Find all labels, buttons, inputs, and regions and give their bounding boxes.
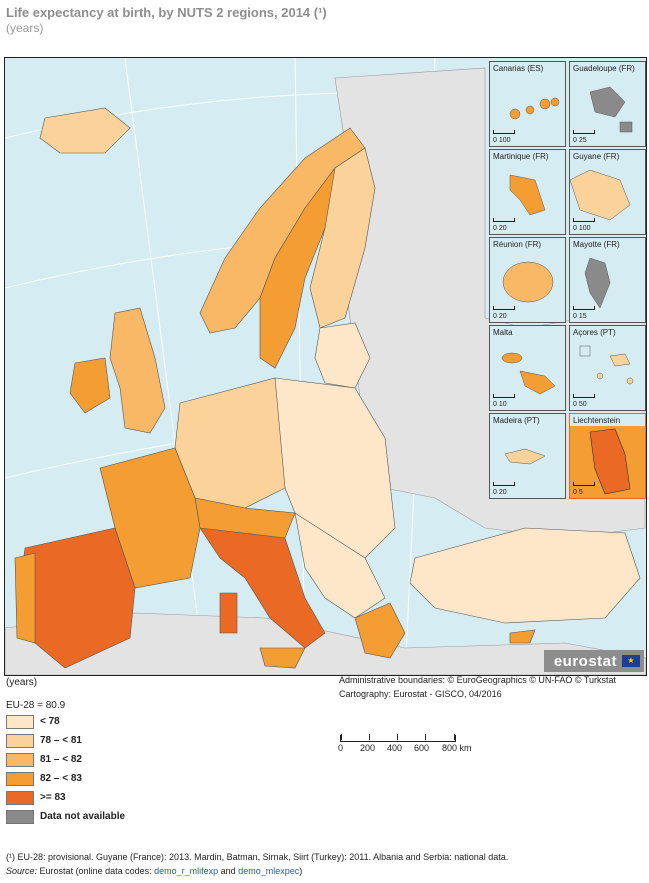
footnote: (¹) EU-28: provisional. Guyane (France):… xyxy=(6,852,509,862)
inset-scale: 0 50 xyxy=(573,394,595,408)
inset-map xyxy=(570,426,645,498)
legend-label: < 78 xyxy=(40,716,60,727)
inset-label: Guadeloupe (FR) xyxy=(573,64,635,73)
inset-map xyxy=(502,261,554,303)
inset-label: Martinique (FR) xyxy=(493,152,549,161)
inset-scale: 0 10 xyxy=(493,394,515,408)
legend-item: >= 83 xyxy=(6,788,125,807)
cartography-credit: Cartography: Eurostat - GISCO, 04/2016 xyxy=(339,689,502,699)
source-text: and xyxy=(218,866,239,876)
inset-malta: Malta 0 10 xyxy=(489,325,566,411)
inset-scale: 0 15 xyxy=(573,306,595,320)
scalebar-label: 800 km xyxy=(442,743,472,753)
inset-scale: 0 20 xyxy=(493,306,515,320)
inset-map xyxy=(579,345,634,385)
iceland xyxy=(39,107,131,154)
scalebar-label: 600 xyxy=(414,743,430,753)
inset-map xyxy=(509,174,546,216)
source-text: ) xyxy=(299,866,303,876)
greece xyxy=(354,602,406,659)
admin-boundaries-credit: Administrative boundaries: © EuroGeograp… xyxy=(339,675,617,685)
legend-label: Data not available xyxy=(40,811,126,822)
legend-item: < 78 xyxy=(6,712,125,731)
legend: < 78 78 – < 81 81 – < 82 82 – < 83 >= 83… xyxy=(6,712,125,826)
legend-item: Data not available xyxy=(6,807,125,826)
scalebar-label: 0 xyxy=(338,743,344,753)
map-scalebar: 0 200 400 600 800 km xyxy=(338,734,500,755)
europe-map xyxy=(5,58,646,675)
legend-label: 82 – < 83 xyxy=(40,773,82,784)
legend-item: 81 – < 82 xyxy=(6,750,125,769)
inset-label: Liechtenstein xyxy=(573,416,621,425)
inset-madeira: Madeira (PT) 0 20 xyxy=(489,413,566,499)
legend-item: 82 – < 83 xyxy=(6,769,125,788)
inset-scale: 0 100 xyxy=(493,130,515,144)
source-line: Source: Eurostat (online data codes: dem… xyxy=(6,866,302,876)
eu-flag-icon: ★ xyxy=(622,655,640,667)
map-title: Life expectancy at birth, by NUTS 2 regi… xyxy=(6,5,327,20)
inset-map xyxy=(509,97,560,120)
scalebar-line xyxy=(340,734,456,742)
legend-label: 78 – < 81 xyxy=(40,735,82,746)
inset-scale: 0 20 xyxy=(493,218,515,232)
legend-swatch xyxy=(6,771,34,786)
finland xyxy=(309,147,376,329)
inset-label: Réunion (FR) xyxy=(493,240,542,249)
inset-label: Açores (PT) xyxy=(573,328,616,337)
inset-label: Malta xyxy=(493,328,513,337)
inset-scale: 0 25 xyxy=(573,130,595,144)
great-britain xyxy=(109,307,166,434)
inset-scale: 0 20 xyxy=(493,482,515,496)
legend-swatch xyxy=(6,714,34,729)
inset-reunion: Réunion (FR) 0 20 xyxy=(489,237,566,323)
inset-map xyxy=(584,257,611,309)
map-subtitle: (years) xyxy=(6,21,44,35)
legend-label: >= 83 xyxy=(40,792,66,803)
legend-swatch xyxy=(6,790,34,805)
inset-map xyxy=(504,448,546,465)
inset-label: Mayotte (FR) xyxy=(573,240,620,249)
legend-swatch xyxy=(6,733,34,748)
legend-swatch xyxy=(6,752,34,767)
source-link-mlexpec[interactable]: demo_mlexpec xyxy=(238,866,300,876)
inset-label: Madeira (PT) xyxy=(493,416,540,425)
scalebar-labels: 0 200 400 600 800 km xyxy=(338,743,500,755)
eurostat-logo: eurostat ★ xyxy=(544,650,644,672)
inset-guadeloupe: Guadeloupe (FR) 0 25 xyxy=(569,61,646,147)
scalebar-label: 200 xyxy=(360,743,376,753)
inset-map xyxy=(589,86,633,133)
inset-scale: 0 100 xyxy=(573,218,595,232)
inset-martinique: Martinique (FR) 0 20 xyxy=(489,149,566,235)
inset-guyane: Guyane (FR) 0 100 xyxy=(569,149,646,235)
sicily xyxy=(259,647,306,669)
cyprus xyxy=(509,629,536,644)
inset-label: Guyane (FR) xyxy=(573,152,620,161)
inset-map xyxy=(570,169,631,221)
logo-text: eurostat xyxy=(553,652,617,670)
north-africa xyxy=(5,612,646,675)
source-label: Source: xyxy=(6,866,38,876)
legend-swatch xyxy=(6,809,34,824)
map-frame: Canarias (ES) 0 100 Guadeloupe (FR) 0 25… xyxy=(4,57,647,676)
unit-label: (years) xyxy=(6,677,38,688)
inset-canarias: Canarias (ES) 0 100 xyxy=(489,61,566,147)
legend-label: 81 – < 82 xyxy=(40,754,82,765)
source-link-mlifexp[interactable]: demo_r_mlifexp xyxy=(154,866,219,876)
inset-map xyxy=(501,352,556,395)
source-text: Eurostat (online data codes: xyxy=(39,866,155,876)
inset-mayotte: Mayotte (FR) 0 15 xyxy=(569,237,646,323)
inset-acores: Açores (PT) 0 50 xyxy=(569,325,646,411)
legend-item: 78 – < 81 xyxy=(6,731,125,750)
scalebar-label: 400 xyxy=(387,743,403,753)
inset-scale: 0 5 xyxy=(573,482,595,496)
inset-label: Canarias (ES) xyxy=(493,64,544,73)
portugal xyxy=(14,552,36,644)
turkey xyxy=(409,527,641,624)
eu-average: EU-28 = 80.9 xyxy=(6,700,66,711)
ireland xyxy=(69,357,111,414)
inset-liechtenstein: Liechtenstein 0 5 xyxy=(569,413,646,499)
sardinia xyxy=(219,592,238,634)
